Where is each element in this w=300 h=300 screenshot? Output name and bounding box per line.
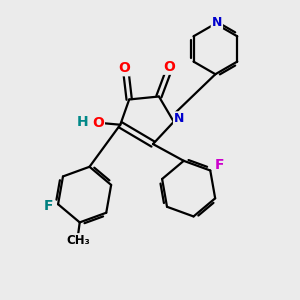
Text: O: O [164,60,175,74]
Text: O: O [118,61,130,75]
Text: O: O [92,116,104,130]
Text: F: F [214,158,224,172]
Text: N: N [212,16,222,29]
Text: F: F [44,199,53,213]
Text: H: H [77,115,88,129]
Text: CH₃: CH₃ [66,234,90,247]
Text: N: N [174,112,184,125]
